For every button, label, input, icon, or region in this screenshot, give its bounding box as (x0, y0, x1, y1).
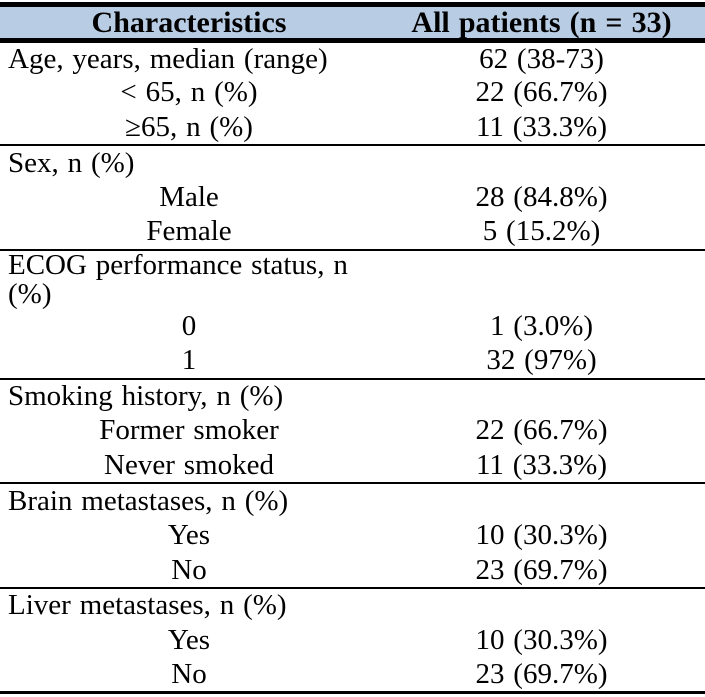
row-label: < 65, n (%) (120, 76, 258, 109)
row-value: 11 (33.3%) (476, 448, 607, 481)
row-value: 62 (38-73) (479, 42, 604, 75)
row-label: Female (146, 215, 232, 248)
row-value: 10 (30.3%) (475, 519, 608, 552)
table-body: Age, years, median (range) 62 (38-73) < … (0, 41, 705, 693)
row-value: 28 (84.8%) (475, 181, 608, 213)
table-row: 1 32 (97%) (0, 344, 705, 379)
row-label: Yes (167, 623, 211, 656)
row-label: Yes (167, 519, 211, 552)
row-label: No (171, 657, 207, 690)
row-label: ≥65, n (%) (125, 110, 253, 143)
table-row: Brain metastases, n (%) (0, 482, 705, 519)
row-label: 0 (181, 309, 197, 342)
row-value (378, 248, 705, 309)
table-row: ≥65, n (%) 11 (33.3%) (0, 110, 705, 145)
table-row: < 65, n (%) 22 (66.7%) (0, 75, 705, 110)
row-value: 22 (66.7%) (475, 414, 608, 447)
row-value (378, 144, 705, 181)
table-row: No 23 (69.7%) (0, 658, 705, 693)
row-label: Liver metastases, n (%) (0, 586, 378, 623)
row-value: 22 (66.7%) (475, 76, 608, 109)
table-row: Age, years, median (range) 62 (38-73) (0, 41, 705, 76)
table-header: Characteristics All patients (n = 33) (0, 4, 705, 43)
row-value: 23 (69.7%) (475, 657, 608, 690)
row-value: 1 (3.0%) (489, 309, 594, 342)
table-row: No 23 (69.7%) (0, 553, 705, 588)
row-label: Sex, n (%) (0, 144, 378, 181)
row-label: No (171, 553, 207, 586)
row-value: 23 (69.7%) (475, 553, 608, 586)
table-row: Male 28 (84.8%) (0, 180, 705, 215)
table-row: Liver metastases, n (%) (0, 586, 705, 623)
table-row: Female 5 (15.2%) (0, 215, 705, 250)
table-row: Smoking history, n (%) (0, 377, 705, 414)
table-row: ECOG performance status, n (%) (0, 248, 705, 309)
column-header-all-patients: All patients (n = 33) (378, 4, 705, 43)
row-value (378, 482, 705, 519)
row-label: ECOG performance status, n (%) (0, 248, 378, 309)
row-label: 1 (181, 344, 197, 377)
row-value (378, 586, 705, 623)
row-label: Age, years, median (range) (8, 42, 328, 75)
column-header-characteristics: Characteristics (0, 4, 378, 43)
table-row: Never smoked 11 (33.3%) (0, 448, 705, 483)
row-value: 5 (15.2%) (482, 215, 601, 248)
table-row: Yes 10 (30.3%) (0, 518, 705, 553)
row-value (378, 377, 705, 414)
row-label: Smoking history, n (%) (0, 377, 378, 414)
table-row: Yes 10 (30.3%) (0, 623, 705, 658)
row-label: Male (159, 181, 219, 213)
header-row: Characteristics All patients (n = 33) (0, 4, 705, 43)
table-row: 0 1 (3.0%) (0, 309, 705, 344)
row-label: Former smoker (99, 414, 279, 447)
row-value: 10 (30.3%) (475, 623, 608, 656)
row-label: Never smoked (104, 448, 274, 481)
table-row: Former smoker 22 (66.7%) (0, 414, 705, 449)
row-label: Brain metastases, n (%) (0, 482, 378, 519)
row-value: 11 (33.3%) (476, 110, 607, 143)
table-row: Sex, n (%) (0, 144, 705, 181)
row-value: 32 (97%) (486, 344, 597, 377)
